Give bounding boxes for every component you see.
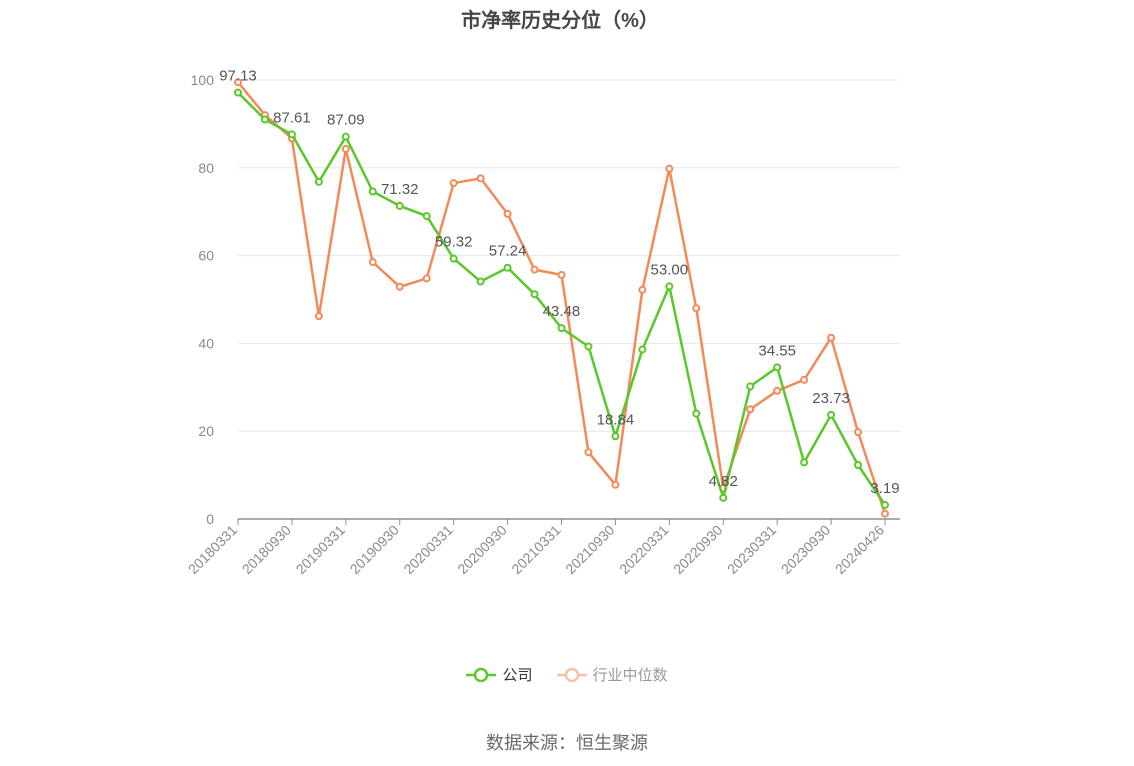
data-label-20230930: 23.73 — [812, 390, 850, 407]
data-point-company-20210630[interactable] — [584, 342, 593, 351]
data-label-20230331: 34.55 — [758, 342, 796, 359]
data-point-industry-20181231[interactable] — [314, 312, 323, 321]
axes: 0 20 40 60 80 100 2018033120180930201903312019… — [185, 72, 900, 577]
data-source: 数据来源：恒生聚源 — [486, 733, 648, 753]
data-label-20220930: 4.82 — [709, 473, 738, 490]
data-point-industry-20180331[interactable] — [234, 78, 242, 87]
data-point-company-20210331[interactable] — [557, 324, 566, 333]
x-tick-label-20220331: 20220331 — [616, 522, 672, 578]
x-tick-label-20180331: 20180331 — [185, 522, 241, 578]
data-point-industry-20191231[interactable] — [422, 274, 431, 283]
x-tick-label-20180930: 20180930 — [239, 522, 295, 578]
legend-industry-line-icon — [556, 667, 587, 682]
data-point-company-20230630[interactable] — [800, 458, 809, 467]
data-point-company-20180331[interactable] — [234, 88, 242, 97]
y-tick-label-100: 100 — [191, 72, 215, 88]
data-point-industry-20230331[interactable] — [773, 386, 782, 395]
data-point-industry-20200630[interactable] — [476, 174, 485, 183]
y-tick-label-80: 80 — [198, 160, 214, 176]
y-tick-label-20: 20 — [198, 423, 214, 439]
data-point-company-20190630[interactable] — [368, 187, 377, 196]
data-point-industry-20210630[interactable] — [584, 448, 593, 457]
data-point-industry-20240426[interactable] — [881, 509, 889, 518]
data-point-company-20180630[interactable] — [260, 115, 269, 124]
data-point-company-20211231[interactable] — [638, 345, 647, 354]
x-tick-label-20240426: 20240426 — [832, 522, 888, 578]
data-label-20220331: 53.00 — [651, 261, 689, 278]
data-label-20190331: 87.09 — [327, 112, 365, 129]
y-tick-label-60: 60 — [198, 248, 214, 264]
legend: 公司 行业中位数 — [0, 664, 1134, 685]
data-point-company-20190930[interactable] — [395, 201, 404, 210]
x-tick-label-20200331: 20200331 — [400, 522, 456, 578]
data-point-industry-20190331[interactable] — [341, 144, 350, 153]
data-point-company-20220331[interactable] — [665, 282, 674, 291]
grid-lines — [238, 79, 900, 432]
data-point-industry-20210331[interactable] — [557, 270, 566, 279]
x-tick-label-20210331: 20210331 — [508, 522, 564, 578]
data-point-company-20220630[interactable] — [692, 409, 701, 418]
data-point-industry-20230630[interactable] — [800, 375, 809, 384]
x-tick-label-20190331: 20190331 — [293, 522, 349, 578]
data-label-20200930: 57.24 — [489, 243, 527, 260]
data-point-industry-20200930[interactable] — [503, 209, 512, 218]
data-point-company-20240426[interactable] — [881, 500, 889, 509]
data-point-company-20191231[interactable] — [422, 212, 431, 221]
data-point-company-20221231[interactable] — [746, 382, 755, 391]
data-point-industry-20220630[interactable] — [692, 304, 701, 313]
y-tick-label-0: 0 — [206, 511, 214, 527]
legend-industry-label: 行业中位数 — [592, 667, 668, 684]
legend-company-line-icon — [466, 667, 497, 682]
data-point-industry-20230930[interactable] — [827, 333, 836, 342]
data-point-industry-20221231[interactable] — [746, 405, 755, 414]
data-point-company-20180930[interactable] — [287, 130, 296, 139]
y-tick-label-40: 40 — [198, 335, 214, 351]
data-point-company-20190331[interactable] — [341, 132, 350, 141]
data-label-20200331: 59.32 — [435, 234, 473, 251]
data-labels: 97.13 87.61 87.09 71.32 59.32 57.24 43.48 18.84… — [219, 68, 899, 497]
x-tick-label-20210930: 20210930 — [562, 522, 618, 578]
x-tick-label-20220930: 20220930 — [670, 522, 726, 578]
data-point-company-20181231[interactable] — [314, 177, 323, 186]
series-line-industry-median[interactable] — [237, 81, 887, 515]
x-tick-label-20230331: 20230331 — [724, 522, 780, 578]
data-label-20180930: 87.61 — [273, 109, 311, 126]
data-label-20180331: 97.13 — [219, 68, 257, 85]
data-point-company-20230930[interactable] — [827, 410, 836, 419]
data-point-company-20200630[interactable] — [476, 277, 485, 286]
data-point-industry-20211231[interactable] — [638, 285, 647, 294]
data-point-company-20200331[interactable] — [449, 254, 458, 263]
data-point-industry-20200331[interactable] — [449, 179, 458, 188]
data-point-company-20230331[interactable] — [773, 363, 782, 372]
legend-company-label: 公司 — [502, 667, 533, 684]
data-point-industry-20210930[interactable] — [611, 480, 620, 489]
x-tick-label-20190930: 20190930 — [347, 522, 403, 578]
data-point-industry-20220331[interactable] — [665, 164, 674, 173]
data-label-20240426: 3.19 — [870, 480, 899, 497]
data-point-company-20201231[interactable] — [530, 290, 539, 299]
legend-item-company[interactable]: 公司 — [466, 664, 533, 685]
series-line-company[interactable] — [237, 91, 887, 506]
data-point-company-20220930[interactable] — [719, 493, 728, 502]
x-tick-label-20200930: 20200930 — [454, 522, 510, 578]
legend-item-industry-median[interactable]: 行业中位数 — [556, 664, 668, 685]
data-point-company-20200930[interactable] — [503, 263, 512, 272]
data-point-company-20210930[interactable] — [611, 432, 620, 441]
data-point-industry-20190630[interactable] — [368, 258, 377, 267]
chart-title: 市净率历史分位（%） — [461, 10, 659, 32]
data-point-industry-20201231[interactable] — [530, 265, 539, 274]
x-tick-label-20230930: 20230930 — [778, 522, 834, 578]
data-point-industry-20231231[interactable] — [854, 428, 863, 437]
data-point-industry-20190930[interactable] — [395, 282, 404, 291]
data-label-20210331: 43.48 — [543, 303, 581, 320]
data-label-20210930: 18.84 — [597, 411, 635, 428]
series-layer[interactable] — [234, 78, 889, 518]
data-label-20190930: 71.32 — [381, 181, 419, 198]
data-point-company-20231231[interactable] — [854, 461, 863, 470]
